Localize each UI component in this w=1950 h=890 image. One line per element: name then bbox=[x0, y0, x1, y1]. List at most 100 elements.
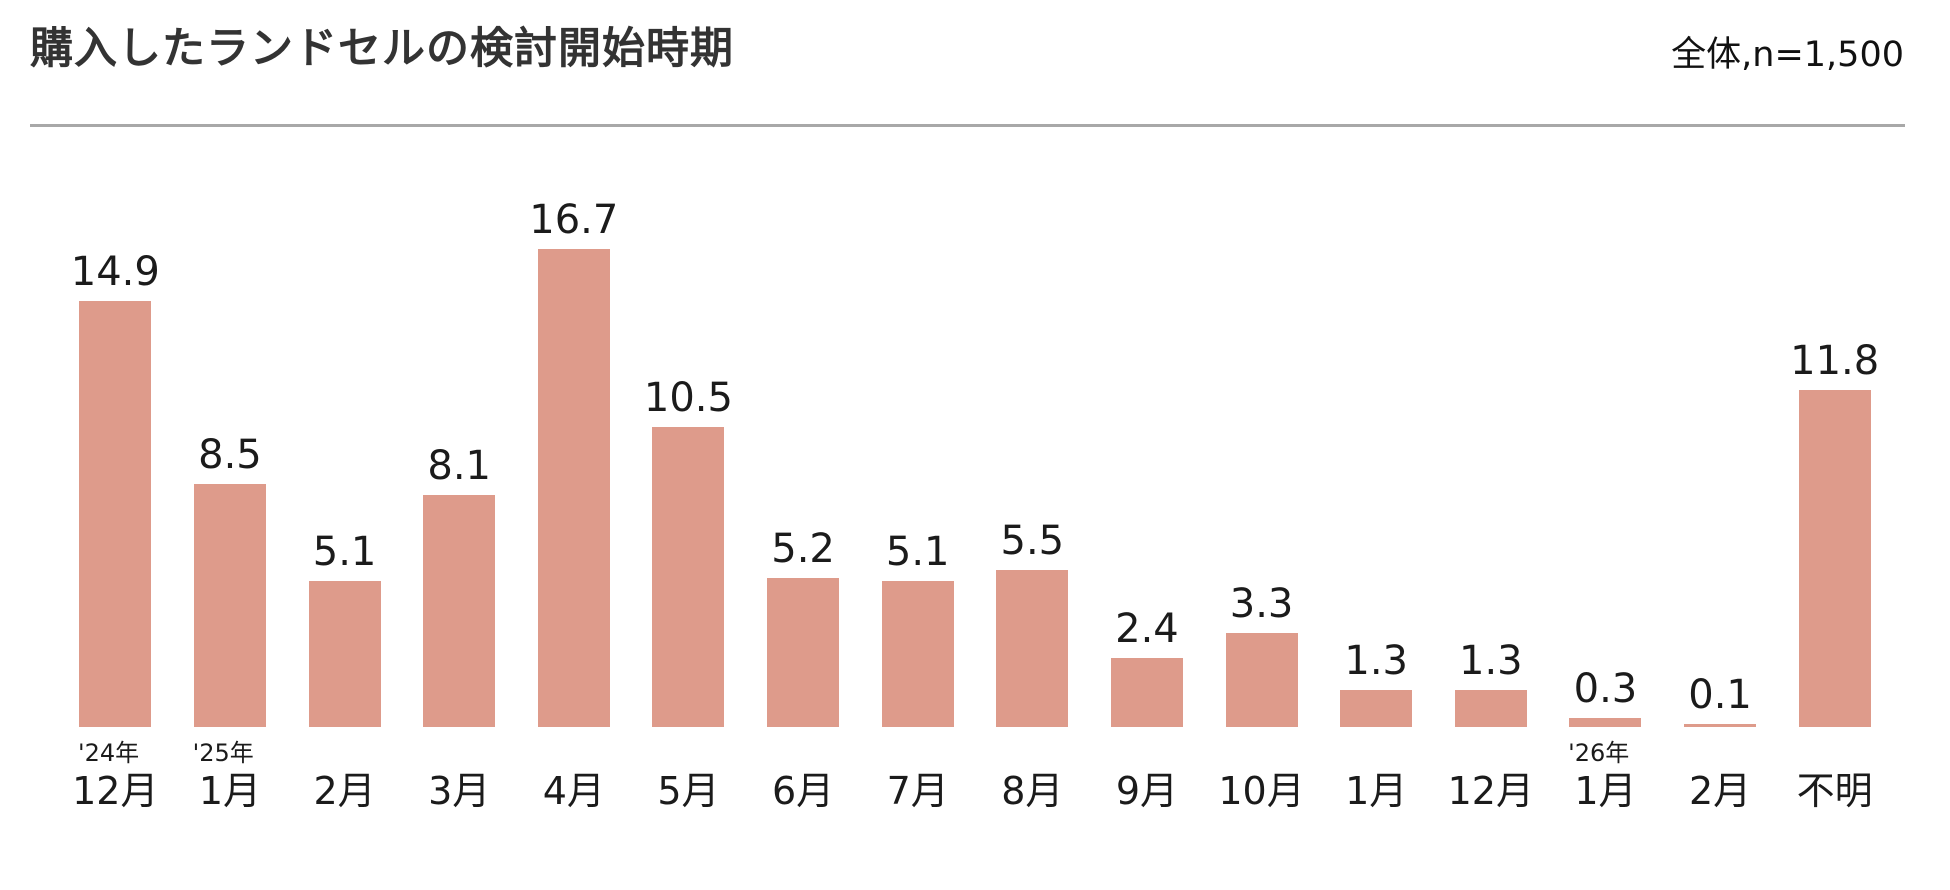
bar bbox=[767, 577, 840, 727]
bar-column: 5.1 bbox=[287, 532, 402, 727]
bar-value-label: 5.1 bbox=[885, 528, 950, 575]
x-axis-tick: 8月 bbox=[975, 727, 1090, 813]
bar-value-label: 2.4 bbox=[1115, 605, 1179, 652]
bar-value-label: 1.3 bbox=[1344, 637, 1408, 684]
bar-value-label: 1.3 bbox=[1459, 637, 1523, 684]
month-label: 6月 bbox=[771, 768, 835, 813]
month-label: 7月 bbox=[886, 768, 949, 813]
title-divider bbox=[30, 123, 1905, 127]
bar bbox=[1798, 389, 1871, 727]
bar-column: 2.4 bbox=[1090, 609, 1205, 727]
bar bbox=[193, 483, 266, 727]
x-axis-tick: 5月 bbox=[631, 727, 746, 813]
bar bbox=[652, 426, 725, 727]
month-label: 5月 bbox=[657, 768, 720, 813]
x-axis-tick: 2月 bbox=[1663, 727, 1778, 813]
x-axis-tick: 9月 bbox=[1090, 727, 1205, 813]
x-axis-tick: 不明 bbox=[1777, 727, 1892, 813]
bar bbox=[537, 248, 610, 727]
year-marker-label bbox=[1319, 727, 1434, 765]
x-axis-tick: '24年 12月 bbox=[58, 727, 173, 813]
x-axis-tick: 3月 bbox=[402, 727, 517, 813]
month-label: 10月 bbox=[1218, 768, 1305, 813]
bar-column: 10.5 bbox=[631, 378, 746, 727]
year-marker-label bbox=[287, 727, 402, 765]
year-marker-label: '26年 bbox=[1568, 738, 1630, 767]
bar bbox=[79, 300, 152, 727]
bar-column: 5.5 bbox=[975, 521, 1090, 727]
bar bbox=[1225, 632, 1298, 727]
year-marker-label bbox=[1777, 727, 1892, 765]
bar-value-label: 11.8 bbox=[1790, 337, 1880, 384]
bar-column: 0.1 bbox=[1663, 675, 1778, 727]
page-title: 購入したランドセルの検討開始時期 bbox=[30, 24, 734, 74]
bar bbox=[1684, 723, 1757, 727]
x-axis-tick: 2月 bbox=[287, 727, 402, 813]
bar-column: 1.3 bbox=[1434, 641, 1549, 727]
bar-column: 0.3 bbox=[1548, 669, 1663, 727]
year-marker-label: '25年 bbox=[192, 738, 254, 767]
bar-column: 3.3 bbox=[1204, 584, 1319, 727]
month-label: 12月 bbox=[72, 768, 159, 813]
bar-value-label: 8.1 bbox=[427, 442, 491, 489]
year-marker-label bbox=[517, 727, 632, 765]
bar-value-label: 3.3 bbox=[1229, 580, 1294, 627]
x-axis-tick: 10月 bbox=[1204, 727, 1319, 813]
year-marker-label bbox=[1204, 727, 1319, 765]
x-axis-tick: 7月 bbox=[860, 727, 975, 813]
x-axis: '24年 12月 '25年 1月 2月 3月 4月 5月 6月 7月 8月 9月 10月 1月 12月 '26… bbox=[0, 727, 1950, 813]
bar bbox=[1340, 689, 1413, 727]
x-axis-tick: '25年 1月 bbox=[173, 727, 288, 813]
bar-column: 5.1 bbox=[860, 532, 975, 727]
year-marker-label bbox=[1663, 727, 1778, 765]
bar-column: 14.9 bbox=[58, 252, 173, 727]
bar-chart-plot-area: 14.9 8.5 5.1 8.1 16.7 10.5 5.2 5.1 5.5 2.4 3.3 1.3 1… bbox=[0, 127, 1950, 727]
year-marker-label bbox=[631, 727, 746, 765]
year-marker-label bbox=[860, 727, 975, 765]
x-axis-tick: '26年 1月 bbox=[1548, 727, 1663, 813]
bar-value-label: 5.1 bbox=[312, 528, 377, 575]
bar-column: 8.5 bbox=[173, 435, 288, 727]
bar-value-label: 14.9 bbox=[70, 248, 160, 295]
month-label: 2月 bbox=[313, 768, 376, 813]
chart-header: 購入したランドセルの検討開始時期 全体,n=1,500 bbox=[0, 0, 1950, 76]
month-label: 1月 bbox=[198, 768, 262, 813]
bar-column: 16.7 bbox=[517, 200, 632, 727]
bar-column: 11.8 bbox=[1777, 341, 1892, 727]
year-marker-label: '24年 bbox=[78, 738, 140, 767]
month-label: 2月 bbox=[1688, 768, 1752, 813]
bar-value-label: 8.5 bbox=[198, 431, 262, 478]
month-label: 1月 bbox=[1345, 768, 1408, 813]
x-axis-tick: 12月 bbox=[1434, 727, 1549, 813]
bar-value-label: 10.5 bbox=[643, 374, 733, 421]
year-marker-label bbox=[1090, 727, 1205, 765]
bar-value-label: 0.1 bbox=[1688, 671, 1752, 718]
bar-value-label: 16.7 bbox=[529, 196, 619, 243]
bar-column: 5.2 bbox=[746, 529, 861, 727]
month-label: 4月 bbox=[542, 768, 605, 813]
year-marker-label bbox=[746, 727, 861, 765]
x-axis-tick: 1月 bbox=[1319, 727, 1434, 813]
bar bbox=[308, 580, 381, 727]
bar-column: 8.1 bbox=[402, 446, 517, 727]
bar bbox=[996, 569, 1069, 727]
bar bbox=[423, 494, 496, 727]
year-marker-label bbox=[975, 727, 1090, 765]
bar-value-label: 5.2 bbox=[771, 525, 835, 572]
month-label: 不明 bbox=[1796, 768, 1873, 813]
month-label: 3月 bbox=[428, 768, 491, 813]
month-label: 12月 bbox=[1447, 768, 1534, 813]
month-label: 8月 bbox=[1001, 768, 1064, 813]
bar bbox=[881, 580, 954, 727]
month-label: 9月 bbox=[1115, 768, 1179, 813]
x-axis-tick: 6月 bbox=[746, 727, 861, 813]
year-marker-label bbox=[402, 727, 517, 765]
bar-value-label: 5.5 bbox=[1000, 517, 1065, 564]
x-axis-tick: 4月 bbox=[517, 727, 632, 813]
bar-column: 1.3 bbox=[1319, 641, 1434, 727]
bar bbox=[1454, 689, 1527, 727]
bar-value-label: 0.3 bbox=[1573, 665, 1638, 712]
month-label: 1月 bbox=[1574, 768, 1637, 813]
year-marker-label bbox=[1434, 727, 1549, 765]
